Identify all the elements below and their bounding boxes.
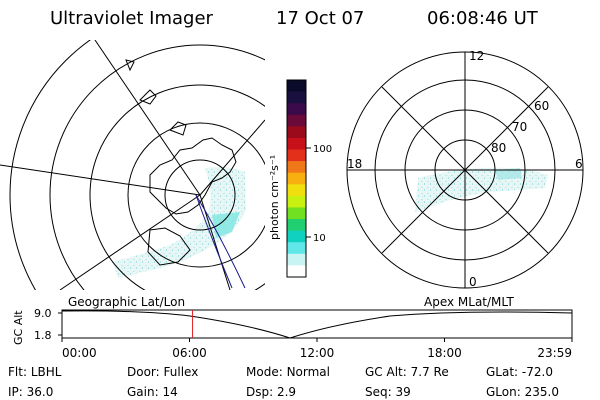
colorbar-unit-label: photon cm⁻²s⁻¹ [268, 155, 281, 240]
colorbar-band [287, 253, 306, 266]
colorbar-band [287, 80, 306, 93]
colorbar-band [287, 91, 306, 104]
mlt-label-18: 18 [347, 157, 362, 171]
mlt-label-12: 12 [469, 49, 484, 63]
info-seq: Seq: 39 [365, 385, 411, 399]
colorbar-band [287, 172, 306, 185]
aurora-emission-right [415, 167, 548, 212]
y-tick-low: 1.8 [34, 329, 52, 342]
info-gc-alt: GC Alt: 7.7 Re [365, 365, 449, 379]
x-axis-ticks: 00:00 06:00 12:00 18:00 23:59 [61, 338, 573, 360]
info-gain: Gain: 14 [127, 385, 178, 399]
time-label: 06:08:46 UT [427, 8, 539, 29]
colorbar-band [287, 126, 306, 139]
info-door: Door: Fullex [127, 365, 198, 379]
colorbar-tick-10: 10 [313, 233, 326, 244]
geographic-map [0, 40, 265, 290]
info-dsp: Dsp: 2.9 [246, 385, 296, 399]
y-tick-high: 9.0 [34, 307, 52, 320]
colorbar-band [287, 230, 306, 243]
colorbar-fill [287, 80, 306, 278]
date-label: 17 Oct 07 [276, 8, 364, 29]
colorbar-tick-100: 100 [313, 144, 332, 155]
colorbar-band [287, 207, 306, 220]
x-tick-label: 12:00 [300, 346, 335, 360]
x-tick-label: 00:00 [62, 346, 97, 360]
left-map-label: Geographic Lat/Lon [68, 295, 185, 309]
mlt-label-6: 6 [575, 157, 583, 171]
instrument-title: Ultraviolet Imager [50, 8, 214, 29]
colorbar-band [287, 137, 306, 151]
info-panel: Flt: LBHL Door: Fullex Mode: Normal GC A… [8, 365, 559, 399]
x-tick-label: 06:00 [172, 346, 207, 360]
aurora-emission-left [112, 167, 246, 278]
colorbar-band [287, 242, 306, 255]
info-mode: Mode: Normal [246, 365, 330, 379]
magnetic-map: 12 18 6 0 60 70 80 [346, 49, 584, 289]
info-glat: GLat: -72.0 [486, 365, 553, 379]
info-flt: Flt: LBHL [8, 365, 62, 379]
y-axis-label: GC Alt [12, 310, 25, 345]
x-tick-label: 18:00 [427, 346, 462, 360]
colorbar-band [287, 219, 306, 232]
colorbar-band [287, 114, 306, 127]
antarctica-coastline [125, 59, 237, 266]
info-ip: IP: 36.0 [8, 385, 53, 399]
info-glon: GLon: 235.0 [486, 385, 559, 399]
right-map-label: Apex MLat/MLT [424, 295, 514, 309]
colorbar-band [287, 184, 306, 197]
colorbar-band [287, 149, 306, 162]
colorbar-band [287, 195, 306, 208]
mlat-label-60: 60 [534, 99, 549, 113]
colorbar-band [287, 265, 306, 278]
mlt-label-0: 0 [469, 275, 477, 289]
x-tick-label: 23:59 [537, 346, 572, 360]
mlat-label-70: 70 [512, 120, 527, 134]
colorbar-band [287, 161, 306, 174]
timeline-panel: Geographic Lat/Lon Apex MLat/MLT 9.0 1.8… [12, 295, 573, 360]
colorbar-band [287, 103, 306, 116]
colorbar: 100 10 photon cm⁻²s⁻¹ [268, 79, 332, 278]
altitude-curve [61, 310, 573, 339]
mlat-label-80: 80 [491, 141, 506, 155]
